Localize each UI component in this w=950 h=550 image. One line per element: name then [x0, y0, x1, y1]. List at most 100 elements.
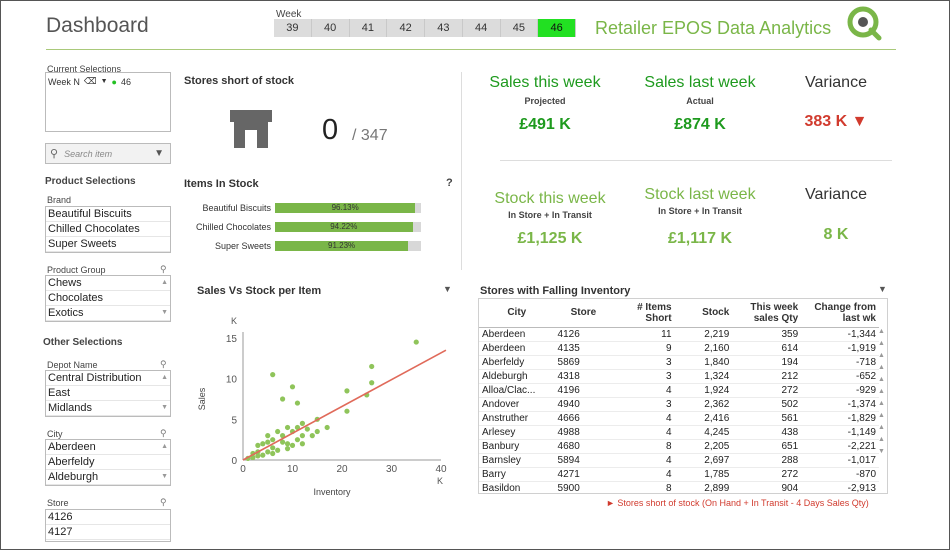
brand-label: Brand	[47, 195, 72, 205]
table-menu-icon[interactable]: ▼	[878, 284, 887, 294]
week-cell[interactable]: 39	[274, 19, 312, 37]
list-item[interactable]: Midlands	[46, 401, 170, 416]
stock-bar-row: Chilled Chocolates 94.22%	[193, 222, 421, 232]
week-cell[interactable]: 43	[425, 19, 463, 37]
list-item[interactable]: Beautiful Biscuits	[46, 207, 170, 222]
week-label: Week	[276, 9, 302, 20]
x-tick-label: 20	[336, 464, 348, 475]
kpi-subtitle: Actual	[686, 96, 714, 106]
table-cell: 8	[612, 439, 675, 454]
x-tick-label: 0	[240, 464, 246, 475]
scatter-point	[275, 447, 281, 453]
scrollbar[interactable]: ▲ ▼	[161, 374, 168, 411]
week-cell[interactable]: 41	[350, 19, 388, 37]
list-item[interactable]: Super Sweets	[46, 237, 170, 252]
city-listbox[interactable]: Aberdeen Aberfeldy Aldeburgh ▲ ▼	[45, 439, 171, 486]
table-row[interactable]: Aberfeldy 5869 3 1,840 194 -718	[479, 355, 879, 370]
table-row[interactable]: Aldeburgh 4318 3 1,324 212 -652	[479, 369, 879, 384]
table-row[interactable]: Banbury 4680 8 2,205 651 -2,221	[479, 439, 879, 454]
list-item[interactable]: Chews	[46, 276, 170, 291]
list-item[interactable]: 4127	[46, 525, 170, 540]
product-group-listbox[interactable]: Chews Chocolates Exotics ▲ ▼	[45, 275, 171, 322]
table-row[interactable]: Barry 4271 4 1,785 272 -870	[479, 467, 879, 482]
table-cell: 272	[732, 383, 802, 398]
table-row[interactable]: Andover 4940 3 2,362 502 -1,374	[479, 397, 879, 412]
column-header[interactable]: City	[479, 299, 555, 328]
scrollbar[interactable]: ▲ ▼	[161, 279, 168, 316]
stock-bar-fill: 91.23%	[275, 241, 409, 251]
city-label: City	[47, 429, 63, 439]
selection-dot-icon: ●	[111, 76, 117, 87]
table-scrollbar[interactable]: ▲ ▲ ▲ ▲ ▲ ▲ ▲ ▲ ▲ ▲ ▼	[878, 328, 885, 455]
table-row[interactable]: Aberdeen 4126 11 2,219 359 -1,344	[479, 327, 879, 342]
week-cell[interactable]: 46	[538, 19, 576, 37]
table-row[interactable]: Aberdeen 4135 9 2,160 614 -1,919	[479, 341, 879, 356]
table-row[interactable]: Anstruther 4666 4 2,416 561 -1,829	[479, 411, 879, 426]
help-icon[interactable]: ?	[446, 177, 453, 189]
kpi-title: Stock this week	[494, 190, 606, 207]
scatter-point	[299, 441, 305, 447]
list-item[interactable]: 4126	[46, 510, 170, 525]
list-item[interactable]: Aberdeen	[46, 440, 170, 455]
table-cell: 5894	[554, 453, 613, 468]
table-cell: 4,245	[674, 425, 733, 440]
table-cell: 4	[612, 467, 675, 482]
column-header[interactable]: # Items Short	[612, 299, 675, 328]
search-dropdown-icon[interactable]: ▼	[154, 148, 164, 159]
scatter-point	[255, 453, 261, 459]
brand-listbox[interactable]: Beautiful Biscuits Chilled Chocolates Su…	[45, 206, 171, 253]
week-cell[interactable]: 45	[501, 19, 539, 37]
week-cell[interactable]: 40	[312, 19, 350, 37]
scatter-point	[314, 428, 320, 435]
stock-bar-track: 96.13%	[275, 203, 421, 213]
eraser-icon[interactable]: ⌫	[83, 76, 97, 86]
stock-bar-row: Super Sweets 91.23%	[193, 241, 421, 251]
table-cell: Banbury	[479, 439, 555, 454]
table-cell: 4318	[554, 369, 613, 384]
column-header[interactable]: This week sales Qty	[732, 299, 802, 328]
table-row[interactable]: Basildon 5900 8 2,899 904 -2,913	[479, 481, 879, 493]
scatter-point	[294, 437, 301, 443]
stores-short-value: 0	[322, 114, 339, 146]
column-header[interactable]: Stock	[674, 299, 733, 328]
depot-listbox[interactable]: Central Distribution East Midlands ▲ ▼	[45, 370, 171, 417]
scrollbar[interactable]: ▲ ▼	[161, 443, 168, 480]
week-cell[interactable]: 42	[387, 19, 425, 37]
table-row[interactable]: Arlesey 4988 4 4,245 438 -1,149	[479, 425, 879, 440]
stock-bar-label: Beautiful Biscuits	[202, 203, 271, 213]
list-item[interactable]: Chilled Chocolates	[46, 222, 170, 237]
table-cell: 4135	[554, 341, 613, 356]
week-cell[interactable]: 44	[463, 19, 501, 37]
x-axis-title: Inventory	[313, 487, 351, 497]
falling-inventory-title: Stores with Falling Inventory	[480, 285, 631, 297]
table-cell: 2,205	[674, 439, 733, 454]
scatter-menu-icon[interactable]: ▼	[443, 284, 452, 294]
selection-field: Week N	[48, 76, 80, 87]
list-item[interactable]: Chocolates	[46, 291, 170, 306]
search-icon[interactable]: ⚲	[160, 428, 167, 438]
table-row[interactable]: Alloa/Clac... 4196 4 1,924 272 -929	[479, 383, 879, 398]
week-selector[interactable]: 39 40 41 42 43 44 45 46	[274, 19, 576, 37]
list-item[interactable]: East	[46, 386, 170, 401]
search-icon[interactable]: ⚲	[160, 497, 167, 507]
search-box[interactable]: ⚲ Search item ▼	[45, 143, 171, 164]
chevron-down-icon[interactable]: ▼	[100, 78, 108, 85]
items-in-stock-title: Items In Stock	[184, 178, 259, 190]
column-header[interactable]: Store	[554, 299, 613, 328]
table-cell: 2,416	[674, 411, 733, 426]
store-listbox[interactable]: 4126 4127	[45, 509, 171, 542]
column-header[interactable]: Change from last wk	[801, 299, 879, 328]
table-cell: -1,829	[801, 411, 879, 426]
list-item[interactable]: Exotics	[46, 306, 170, 321]
search-icon[interactable]: ⚲	[160, 264, 167, 274]
product-group-label: Product Group	[47, 265, 106, 275]
header-divider	[46, 49, 896, 50]
x-tick-label: 10	[287, 464, 299, 475]
search-input[interactable]: Search item	[64, 148, 113, 159]
list-item[interactable]: Aberfeldy	[46, 455, 170, 470]
search-icon[interactable]: ⚲	[160, 359, 167, 369]
list-item[interactable]: Central Distribution	[46, 371, 170, 386]
table-row[interactable]: Barnsley 5894 4 2,697 288 -1,017	[479, 453, 879, 468]
list-item[interactable]: Aldeburgh	[46, 470, 170, 485]
x-tick-label: 40	[435, 464, 447, 475]
